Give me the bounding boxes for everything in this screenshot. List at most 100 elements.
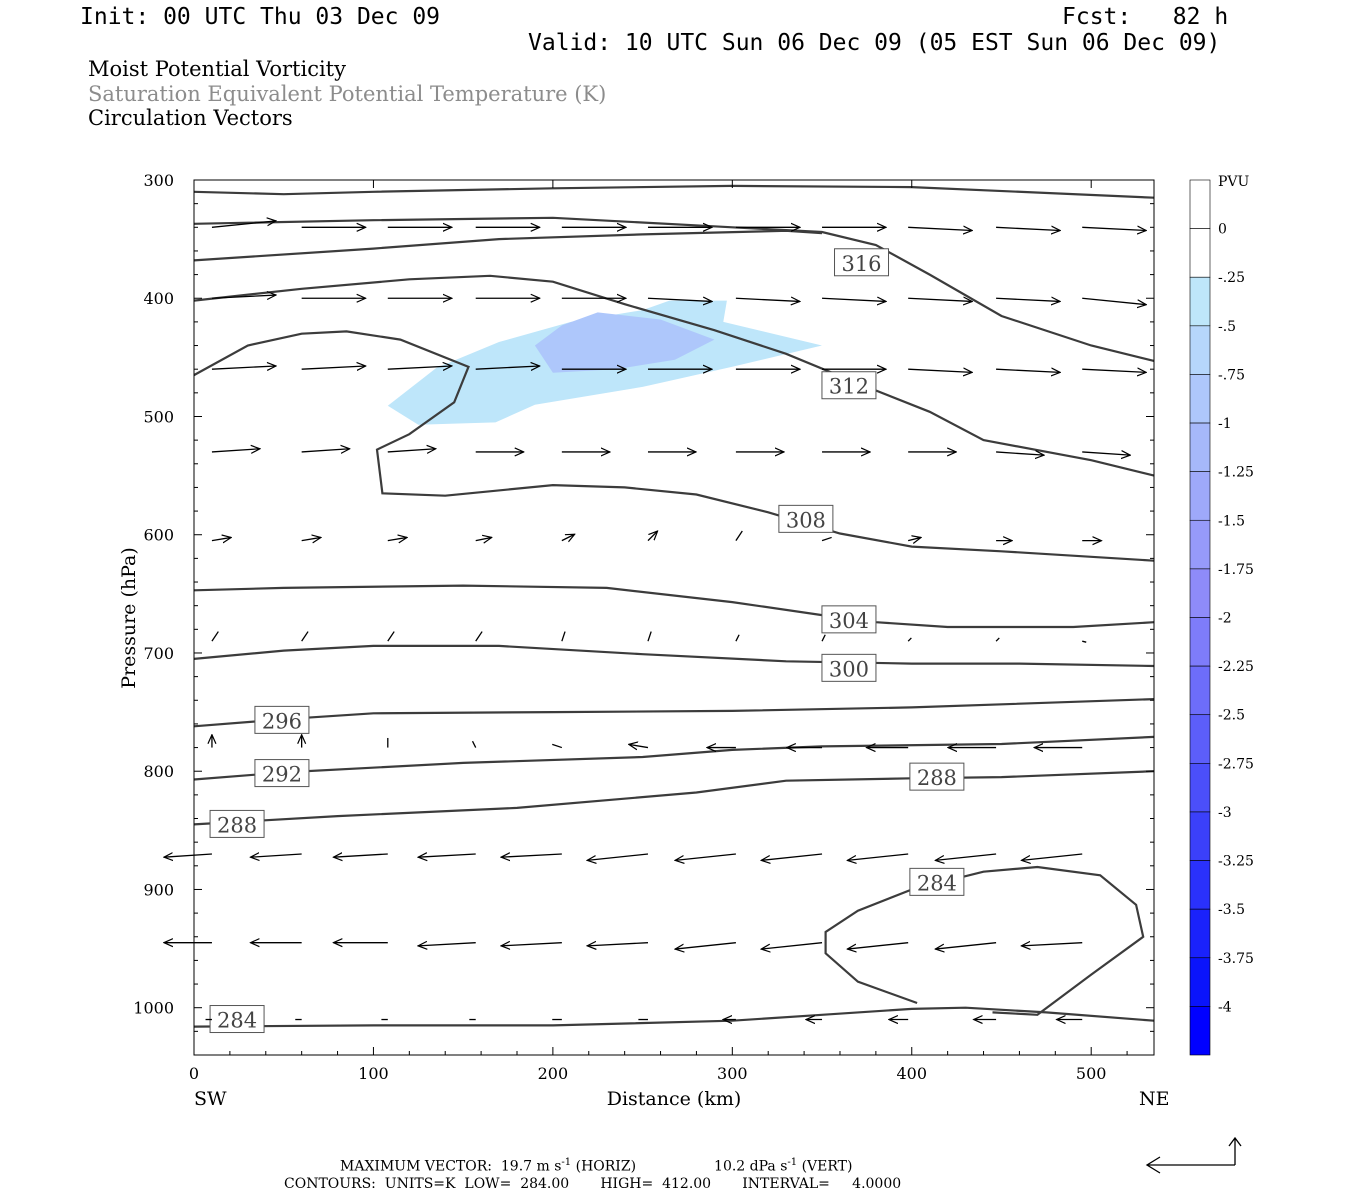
x-tick-label: 400 (896, 1064, 927, 1083)
title-mpv: Moist Potential Vorticity (88, 57, 346, 81)
circulation-vector (561, 534, 575, 540)
circulation-vector (211, 449, 260, 452)
forecast-hour: Fcst: 82 h (1062, 4, 1229, 30)
contour-label-5: 304 (829, 609, 869, 633)
x-tick-label: 200 (538, 1064, 569, 1083)
circulation-vector-layer (164, 221, 1146, 1020)
y-tick-label: 600 (143, 526, 174, 545)
colorbar-label: -1.75 (1218, 562, 1254, 578)
axis-layer: 0 100 200 300 400 500 300 400 500 600 700 800 900 100… (133, 171, 1154, 1083)
colorbar-title: PVU (1218, 174, 1250, 190)
theta-contour-7 (193, 698, 1155, 728)
contour-label-0: 316 (841, 252, 881, 276)
contour-label-box-11 (909, 867, 965, 896)
y-tick-label: 300 (143, 171, 174, 190)
x-tick-label: 500 (1076, 1064, 1107, 1083)
circulation-vector (552, 743, 563, 749)
colorbar-swatch (1189, 519, 1211, 570)
circulation-vector (1021, 853, 1083, 860)
colorbar-swatch (1189, 908, 1211, 959)
circulation-vector (1082, 227, 1146, 230)
colorbar-label: -.75 (1218, 367, 1245, 383)
x-right-end-label: NE (1139, 1088, 1170, 1110)
contour-label-9: 288 (917, 766, 957, 790)
circulation-vector (301, 449, 350, 452)
colorbar-swatch (1189, 374, 1211, 424)
circulation-vector (1082, 452, 1130, 455)
horiz-unit-exponent: -1 (561, 1157, 572, 1168)
circulation-vector (629, 744, 649, 747)
contour-label-box-7 (254, 705, 310, 734)
colorbar-swatch (1189, 860, 1211, 910)
colorbar-swatch (1189, 714, 1211, 764)
theta-contour-2 (193, 229, 823, 262)
init-time: Init: 00 UTC Thu 03 Dec 09 (80, 4, 441, 30)
max-vector-note: MAXIMUM VECTOR: 19.7 m s-1 (HORIZ) 10.2 d… (340, 1157, 852, 1175)
circulation-vector (418, 854, 476, 857)
theta-contour-4 (193, 330, 1155, 562)
circulation-vector (164, 854, 212, 857)
title-theta-es: Saturation Equivalent Potential Temperat… (88, 82, 607, 106)
plot-frame (193, 179, 1155, 1056)
circulation-vector (1021, 943, 1083, 946)
colorbar-label: -2 (1218, 611, 1232, 627)
max-vector-vert-label: (VERT) (797, 1158, 853, 1175)
circulation-vector (996, 298, 1060, 301)
colorbar-label: -1.5 (1218, 513, 1245, 529)
y-tick-label: 900 (143, 880, 174, 899)
contour-label-4: 308 (786, 508, 826, 532)
max-vector-vert-value: 10.2 dPa s (714, 1158, 788, 1175)
theta-contour-3 (193, 274, 1155, 477)
circulation-vector (847, 942, 909, 949)
contour-label-7: 296 (262, 709, 302, 733)
y-tick-label: 1000 (133, 999, 174, 1018)
circulation-vector (647, 298, 712, 301)
x-tick-label: 0 (189, 1064, 199, 1083)
colorbar-label: -1.25 (1218, 465, 1254, 481)
valid-time: Valid: 10 UTC Sun 06 Dec 09 (05 EST Sun … (528, 30, 1221, 56)
colorbar-swatch (1189, 957, 1211, 1007)
circulation-vector (211, 221, 276, 228)
x-left-end-label: SW (194, 1088, 227, 1110)
circulation-vector (647, 531, 658, 542)
circulation-vector (908, 298, 972, 301)
circulation-vector (475, 631, 483, 642)
circulation-vector (761, 853, 823, 860)
colorbar-swatch (1189, 422, 1211, 472)
contour-label-12: 284 (217, 1009, 257, 1033)
circulation-vector (561, 631, 566, 642)
circulation-vector (387, 537, 407, 540)
circulation-vector (735, 298, 800, 301)
circulation-vector (387, 366, 452, 369)
theta-contour-11 (824, 865, 1145, 1016)
circulation-vector (587, 853, 649, 860)
circulation-vector (387, 449, 436, 452)
circulation-vector (935, 942, 997, 949)
colorbar-swatch (1189, 1006, 1211, 1056)
contours-note: CONTOURS: UNITS=K LOW= 284.00 HIGH= 412.… (284, 1176, 902, 1192)
circulation-vector (908, 537, 921, 540)
colorbar-label: -2.75 (1218, 756, 1254, 772)
colorbar-label: -4 (1218, 999, 1232, 1015)
circulation-vector (301, 537, 321, 540)
circulation-vector (211, 295, 276, 298)
circulation-vector (387, 631, 395, 642)
colorbar-label: -.25 (1218, 270, 1245, 286)
contour-label-box-4 (778, 504, 834, 533)
circulation-vector (996, 452, 1044, 455)
contour-label-box-3 (821, 371, 877, 400)
pv-region-1 (534, 312, 715, 373)
theta-contour-12 (193, 1006, 1155, 1028)
contour-label-8: 292 (262, 763, 302, 787)
circulation-vector (333, 854, 388, 857)
y-tick-label: 500 (143, 407, 174, 426)
reference-vector-icon (1145, 1136, 1242, 1174)
theta-contour-5 (193, 584, 1155, 629)
circulation-vector (1082, 640, 1087, 643)
circulation-vector (211, 631, 219, 642)
colorbar-swatch (1189, 811, 1211, 861)
circulation-vector (847, 853, 909, 860)
colorbar-label: -3.25 (1218, 854, 1254, 870)
circulation-vector (475, 537, 492, 540)
